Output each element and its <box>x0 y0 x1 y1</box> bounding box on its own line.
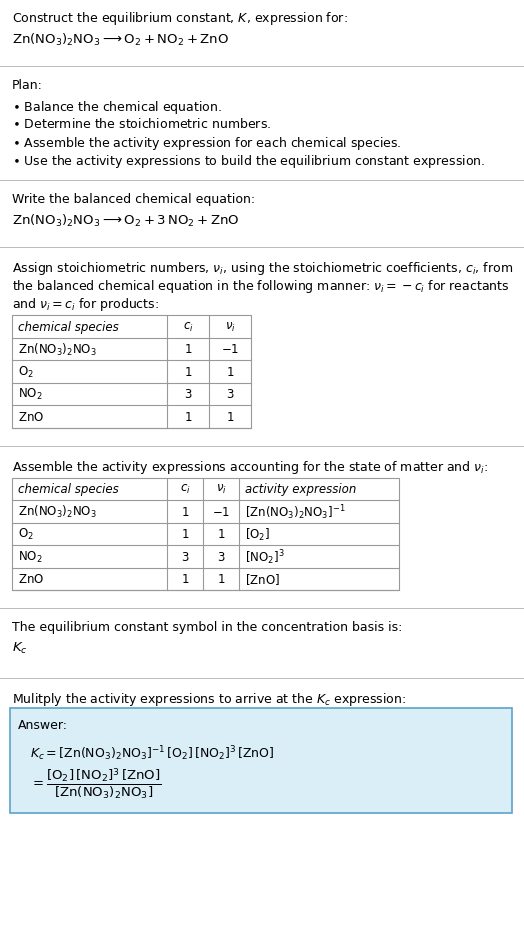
Text: 1: 1 <box>184 343 192 356</box>
Text: $[\mathrm{Zn(NO_3)_2NO_3}]^{-1}$: $[\mathrm{Zn(NO_3)_2NO_3}]^{-1}$ <box>245 503 345 521</box>
Text: Assign stoichiometric numbers, $\nu_i$, using the stoichiometric coefficients, $: Assign stoichiometric numbers, $\nu_i$, … <box>12 260 513 277</box>
Text: $\mathrm{Zn(NO_3)_2NO_3}$: $\mathrm{Zn(NO_3)_2NO_3}$ <box>18 504 97 520</box>
Text: $= \dfrac{[\mathrm{O_2}]\,[\mathrm{NO_2}]^3\,[\mathrm{ZnO}]}{[\mathrm{Zn(NO_3)_2: $= \dfrac{[\mathrm{O_2}]\,[\mathrm{NO_2}… <box>30 765 161 800</box>
Text: $\mathrm{NO_2}$: $\mathrm{NO_2}$ <box>18 549 42 565</box>
Text: 3: 3 <box>181 550 189 564</box>
Text: 1: 1 <box>217 527 225 541</box>
Text: 3: 3 <box>226 387 234 401</box>
Text: $\bullet$ Determine the stoichiometric numbers.: $\bullet$ Determine the stoichiometric n… <box>12 117 271 130</box>
Text: Mulitply the activity expressions to arrive at the $K_c$ expression:: Mulitply the activity expressions to arr… <box>12 690 406 707</box>
Text: Answer:: Answer: <box>18 718 68 731</box>
Text: Assemble the activity expressions accounting for the state of matter and $\nu_i$: Assemble the activity expressions accoun… <box>12 458 488 475</box>
Text: The equilibrium constant symbol in the concentration basis is:: The equilibrium constant symbol in the c… <box>12 621 402 633</box>
Text: $\mathrm{NO_2}$: $\mathrm{NO_2}$ <box>18 387 42 402</box>
Text: $\mathrm{Zn(NO_3)_2NO_3} \longrightarrow \mathrm{O_2 + NO_2 + ZnO}$: $\mathrm{Zn(NO_3)_2NO_3} \longrightarrow… <box>12 32 229 48</box>
Text: $K_c$: $K_c$ <box>12 641 28 655</box>
Text: $[\mathrm{ZnO}]$: $[\mathrm{ZnO}]$ <box>245 572 280 586</box>
Text: $[\mathrm{O_2}]$: $[\mathrm{O_2}]$ <box>245 526 270 543</box>
Text: $\nu_i$: $\nu_i$ <box>225 321 235 333</box>
Text: $\bullet$ Assemble the activity expression for each chemical species.: $\bullet$ Assemble the activity expressi… <box>12 135 401 151</box>
FancyBboxPatch shape <box>12 316 251 428</box>
Text: $\mathrm{ZnO}$: $\mathrm{ZnO}$ <box>18 573 44 585</box>
Text: $\mathrm{Zn(NO_3)_2NO_3} \longrightarrow \mathrm{O_2 + 3\,NO_2 + ZnO}$: $\mathrm{Zn(NO_3)_2NO_3} \longrightarrow… <box>12 213 239 228</box>
Text: $c_i$: $c_i$ <box>180 483 190 496</box>
Text: $\bullet$ Use the activity expressions to build the equilibrium constant express: $\bullet$ Use the activity expressions t… <box>12 153 485 169</box>
Text: $c_i$: $c_i$ <box>183 321 193 333</box>
Text: the balanced chemical equation in the following manner: $\nu_i = -c_i$ for react: the balanced chemical equation in the fo… <box>12 278 509 295</box>
Text: Write the balanced chemical equation:: Write the balanced chemical equation: <box>12 193 255 206</box>
Text: 3: 3 <box>184 387 192 401</box>
FancyBboxPatch shape <box>10 708 512 813</box>
Text: activity expression: activity expression <box>245 483 356 496</box>
Text: 1: 1 <box>181 527 189 541</box>
Text: 1: 1 <box>226 366 234 378</box>
Text: $[\mathrm{NO_2}]^3$: $[\mathrm{NO_2}]^3$ <box>245 547 285 566</box>
Text: 1: 1 <box>184 366 192 378</box>
Text: Plan:: Plan: <box>12 79 43 92</box>
Text: $\nu_i$: $\nu_i$ <box>215 483 226 496</box>
Text: $-1$: $-1$ <box>212 506 230 518</box>
Text: 1: 1 <box>184 410 192 424</box>
Text: $\bullet$ Balance the chemical equation.: $\bullet$ Balance the chemical equation. <box>12 99 222 116</box>
Text: 1: 1 <box>226 410 234 424</box>
Text: chemical species: chemical species <box>18 483 119 496</box>
Text: $K_c = [\mathrm{Zn(NO_3)_2NO_3}]^{-1}\,[\mathrm{O_2}]\,[\mathrm{NO_2}]^3\,[\math: $K_c = [\mathrm{Zn(NO_3)_2NO_3}]^{-1}\,[… <box>30 744 275 762</box>
Text: 3: 3 <box>217 550 225 564</box>
Text: $-1$: $-1$ <box>221 343 239 356</box>
Text: Construct the equilibrium constant, $K$, expression for:: Construct the equilibrium constant, $K$,… <box>12 10 348 27</box>
Text: $\mathrm{O_2}$: $\mathrm{O_2}$ <box>18 365 34 380</box>
FancyBboxPatch shape <box>12 478 399 590</box>
Text: $\mathrm{Zn(NO_3)_2NO_3}$: $\mathrm{Zn(NO_3)_2NO_3}$ <box>18 342 97 357</box>
Text: $\mathrm{O_2}$: $\mathrm{O_2}$ <box>18 526 34 542</box>
Text: 1: 1 <box>217 573 225 585</box>
Text: $\mathrm{ZnO}$: $\mathrm{ZnO}$ <box>18 410 44 424</box>
Text: 1: 1 <box>181 506 189 518</box>
Text: 1: 1 <box>181 573 189 585</box>
Text: chemical species: chemical species <box>18 321 119 333</box>
Text: and $\nu_i = c_i$ for products:: and $\nu_i = c_i$ for products: <box>12 296 159 312</box>
